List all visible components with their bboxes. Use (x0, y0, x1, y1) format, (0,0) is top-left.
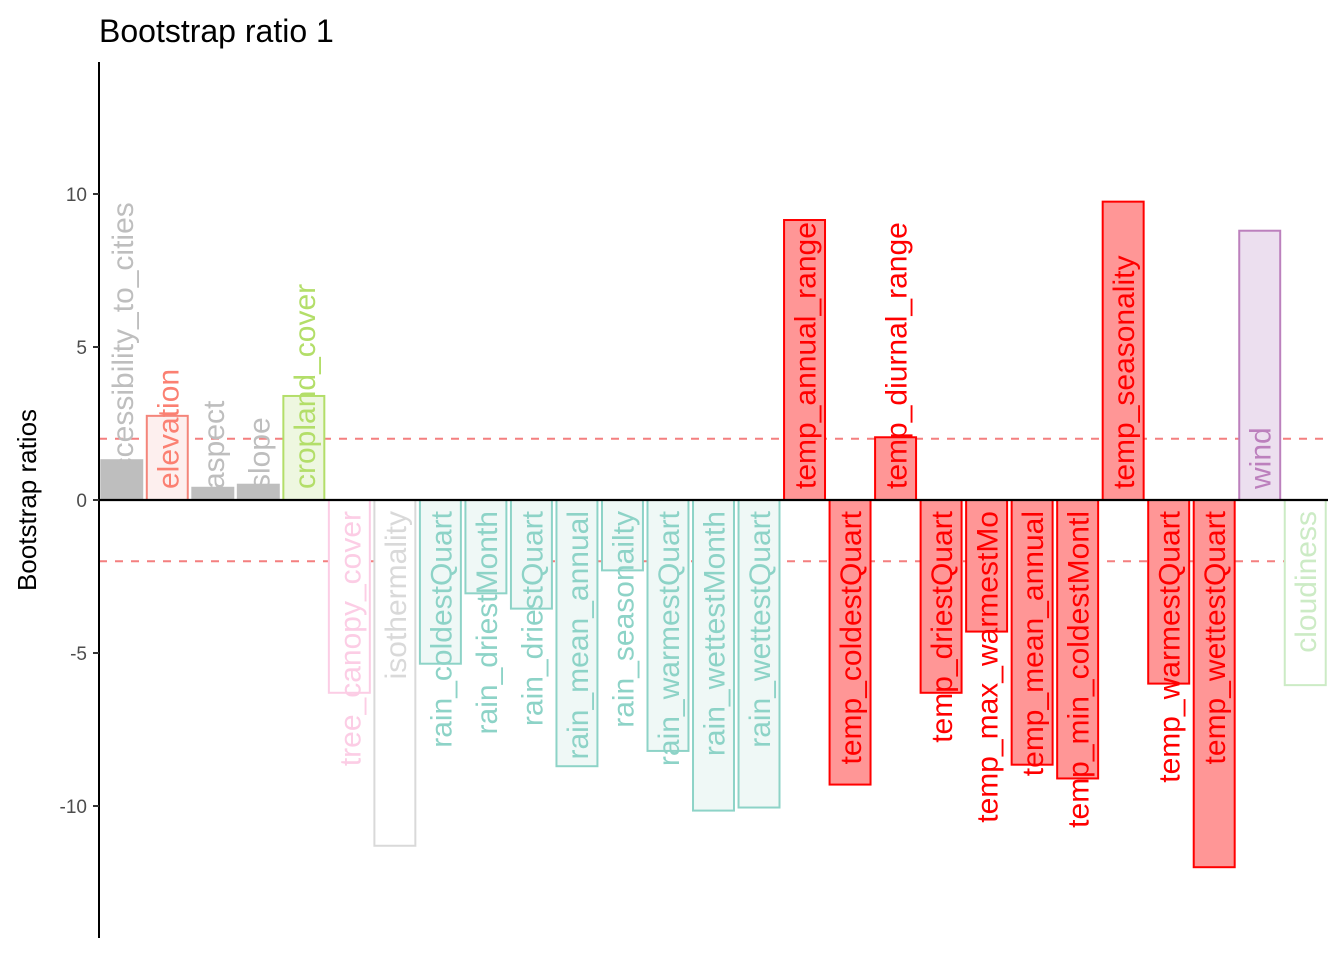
bar-temp-annual-range (783, 219, 827, 501)
bar-rain-wettestMonth (692, 499, 735, 812)
bar-temp-driestQuart (919, 499, 963, 694)
bar-label: rain_driestMonth (471, 511, 504, 734)
bar-label: temp_min_coldestMontl (1063, 511, 1096, 828)
bar-isothermality (373, 499, 417, 847)
y-tick-label: -10 (60, 797, 87, 818)
bar-label: temp_wettestQuart (1199, 510, 1232, 764)
bar-rain-seasonailty (600, 499, 644, 572)
bar-label: cloudiness (1290, 511, 1323, 653)
bar-rain-coldestQuart (418, 499, 462, 665)
y-tick-label: 5 (76, 338, 87, 359)
bar-cloudiness (1283, 499, 1327, 687)
bar-label: temp_warmestQuart (1154, 510, 1187, 782)
bar-rain-warmestQuart (646, 499, 690, 752)
bar-label: temp_driestQuart (926, 510, 959, 742)
bar-wind (1238, 229, 1282, 501)
bar-label: rain_mean_annual (562, 511, 595, 760)
bar-label: temp_max_warmestMo (972, 511, 1005, 823)
bar-label: tree_canopy_cover (334, 511, 367, 766)
bar-label: rain_driestQuart (516, 510, 549, 726)
bar-temp-coldestQuart (828, 499, 872, 786)
bar-label: slope (243, 417, 276, 489)
axes-group: -10 -5 0 5 10 (60, 62, 1328, 938)
bar-rain-driestMonth (464, 499, 508, 595)
bar-label: rain_seasonailty (607, 511, 640, 728)
bar-label: elevation (152, 369, 185, 489)
bar-label: temp_coldestQuart (835, 510, 868, 764)
y-tick-label: 10 (66, 185, 87, 206)
chart-title: Bootstrap ratio 1 (99, 13, 334, 49)
bar-label: temp_seasonality (1108, 256, 1141, 489)
bars-group (100, 200, 1327, 869)
bar-label: temp_diurnal_range (881, 222, 914, 489)
bar-temp-wettestQuart (1192, 499, 1236, 869)
y-tick-label: -5 (70, 644, 87, 665)
bar-label: temp_annual_range (790, 222, 823, 489)
bar-label: wind (1245, 427, 1278, 490)
bar-label: rain_coldestQuart (425, 510, 458, 747)
bar-labels-group: accessibility_to_cities elevation aspect sl… (107, 202, 1323, 828)
bar-label: cropland_cover (289, 284, 322, 489)
y-tick-label: 0 (76, 491, 87, 512)
bar-label: rain_warmestQuart (653, 510, 686, 766)
bar-label: rain_wettestQuart (744, 510, 777, 747)
bar-label: isothermality (380, 511, 413, 679)
bar-rain-driestQuart (509, 499, 553, 610)
bar-temp-diurnal-range (874, 436, 918, 501)
bar-temp-max-warmestMo (965, 499, 1009, 633)
bar-label: temp_mean_annual (1017, 511, 1050, 776)
bar-temp-mean-annual (1010, 499, 1054, 766)
bar-label: rain_wettestMonth (699, 511, 732, 756)
bar-label: accessibility_to_cities (107, 202, 140, 489)
y-axis-label: Bootstrap ratios (12, 409, 42, 591)
bar-label: aspect (198, 400, 231, 489)
